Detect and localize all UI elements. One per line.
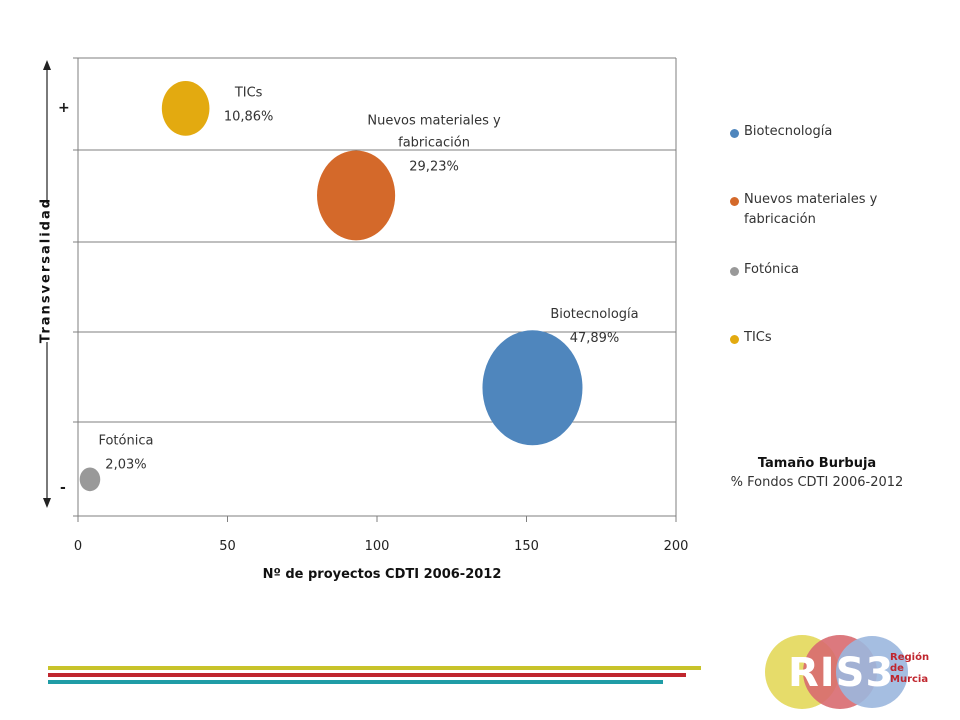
bubble-label-name-biotecnolog-a-0: Biotecnología [550,307,638,322]
bubble-size-note: Tamaño Burbuja % Fondos CDTI 2006-2012 [712,456,922,490]
legend-item-fotonica: Fotónica [730,262,799,280]
logo-region-line3: Murcia [890,674,929,685]
y-axis-plus-marker: + [58,100,70,116]
bubble-fot-nica [79,467,101,492]
logo-region-line2: de [890,663,904,674]
legend-item-tics: TICs [730,330,772,348]
x-tick-label-150: 150 [514,539,539,554]
bubble-nuevos-materiales-y-fabricaci-n [317,150,396,241]
legend-dot-tics [730,335,739,344]
legend-label: Nuevos materiales y fabricación [744,192,878,227]
x-tick-label-100: 100 [365,539,390,554]
bubble-size-title: Tamaño Burbuja [757,456,877,471]
x-tick-label-0: 0 [74,539,82,554]
bubble-label-name-fot-nica-0: Fotónica [98,433,153,448]
x-axis-title: Nº de proyectos CDTI 2006-2012 [263,567,502,582]
legend-label: Biotecnología [744,124,833,139]
bubble-layer [79,80,583,492]
legend-dot-biotecnologia [730,129,739,138]
bubble-tics [161,80,210,136]
y-axis-title: Transversalidad [38,196,54,344]
footer-bar-red [48,673,686,677]
bubble-label-value-nuevos-materiales-y-fabricaci-n: 29,23% [409,159,459,174]
y-arrow-down-head [43,498,51,508]
bubble-label-value-tics: 10,86% [224,109,274,124]
legend-item-biotecnologia: Biotecnología [730,124,832,142]
footer-bar-teal [48,680,663,684]
legend-dot-nuevos-materiales [730,197,739,206]
x-tick-label-50: 50 [219,539,236,554]
logo-region: Región de Murcia [890,652,929,685]
logo-circle-blue [836,636,908,708]
legend-item-nuevos-materiales: Nuevos materiales y fabricación [730,192,904,230]
grid-layer [78,57,677,516]
logo-region-line1: Región [890,652,930,663]
bubble-label-value-fot-nica: 2,03% [105,457,146,472]
bubble-label-name-tics-0: TICs [234,85,263,100]
y-axis-minus-marker: - [60,480,66,496]
y-arrow-up-head [43,60,51,70]
logo-text: RIS3 [788,650,895,696]
bubble-label-name-nuevos-materiales-y-fabricaci-n-1: fabricación [398,135,470,150]
ris3-logo [765,635,908,709]
footer-bar-yellow [48,666,701,670]
bubble-label-name-nuevos-materiales-y-fabricaci-n-0: Nuevos materiales y [367,113,501,128]
x-tick-label-200: 200 [664,539,689,554]
legend-dot-fotonica [730,267,739,276]
bubble-size-subtitle: % Fondos CDTI 2006-2012 [730,475,904,490]
bubble-label-value-biotecnolog-a: 47,89% [570,331,620,346]
axis-layer: 0 50 100 150 200 Nº de proyectos CDTI 2006-20… [43,57,689,582]
bubble-biotecnolog-a [482,330,583,446]
legend-label: TICs [744,330,772,345]
label-layer: Biotecnología 47,89% Nuevos materiales y fa… [98,85,638,472]
legend-label: Fotónica [744,262,799,277]
